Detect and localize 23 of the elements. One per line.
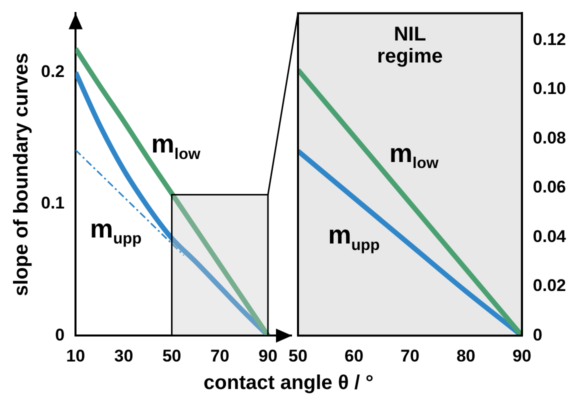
- x-tick-label: 50: [288, 346, 308, 366]
- y2-tick-label: 0.08: [532, 128, 566, 148]
- y-tick-label: 0: [55, 325, 65, 344]
- y2-tick-label: 0.02: [532, 276, 566, 296]
- x-tick-label: 90: [258, 346, 278, 366]
- x-tick-label: 50: [162, 346, 182, 366]
- y2-tick-label: 0.04: [532, 226, 567, 246]
- y2-tick-label: 0.06: [532, 178, 566, 197]
- x-tick-label: 70: [400, 346, 420, 366]
- x-tick-label: 10: [66, 346, 86, 366]
- y-axis-title: slope of boundary curves: [10, 52, 33, 296]
- y2-tick-label: 0.12: [532, 30, 566, 49]
- x-tick-label: 70: [210, 346, 230, 366]
- band-label: NIL regime: [377, 24, 443, 68]
- y-tick-label: 0.1: [40, 194, 65, 213]
- x-tick-label: 60: [344, 346, 364, 366]
- x-tick-label: 90: [512, 346, 532, 366]
- y-tick-label: 0.2: [40, 62, 65, 82]
- x-tick-label: 80: [456, 346, 476, 366]
- y2-tick-label: 0: [532, 325, 542, 344]
- x-axis-title: contact angle θ / °: [202, 372, 374, 395]
- y2-tick-label: 0.10: [532, 79, 566, 98]
- x-tick-label: 30: [114, 346, 134, 366]
